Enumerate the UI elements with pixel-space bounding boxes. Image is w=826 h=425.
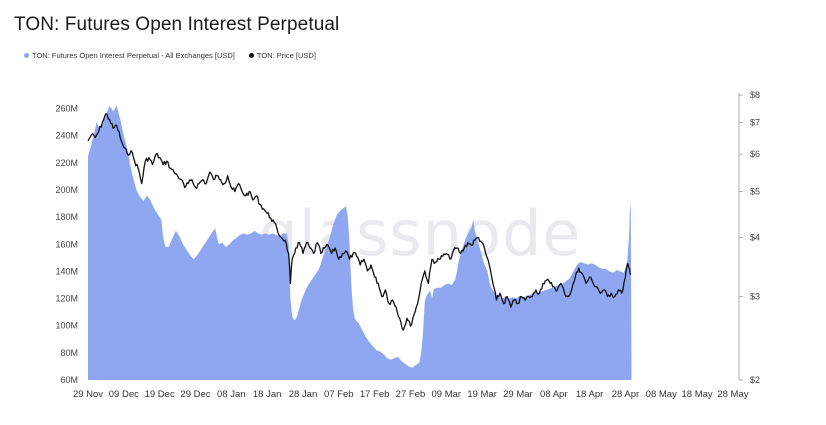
x-axis-tick-label: 18 Jan: [253, 389, 282, 400]
right-axis-tick-label: $3: [750, 292, 760, 302]
x-axis-tick-label: 28 Jan: [289, 389, 318, 400]
legend-label-open-interest: TON: Futures Open Interest Perpetual - A…: [32, 51, 235, 60]
chart-title: TON: Futures Open Interest Perpetual: [14, 14, 340, 35]
x-axis-tick-label: 29 Mar: [503, 389, 533, 400]
x-axis-tick-label: 28 Apr: [612, 389, 639, 400]
x-axis-tick-label: 09 Mar: [431, 389, 461, 400]
left-axis-tick-label: 100M: [55, 321, 78, 331]
left-axis-tick-label: 160M: [55, 239, 78, 249]
left-axis-tick-label: 140M: [55, 266, 78, 276]
open-interest-area: [88, 105, 632, 381]
right-axis: $2 $3 $4 $5 $6 $7 $8: [738, 90, 760, 385]
x-axis-tick-label: 29 Dec: [180, 389, 210, 400]
x-axis-tick-label: 09 Dec: [109, 389, 139, 400]
right-axis-tick-label: $8: [750, 90, 760, 100]
x-axis: 29 Nov 09 Dec 19 Dec 29 Dec 08 Jan 18 Jan 28 J…: [73, 389, 749, 400]
right-axis-tick-label: $7: [750, 117, 760, 127]
price-line-layer: [87, 113, 632, 331]
left-axis-tick-label: 260M: [55, 104, 78, 114]
legend-swatch-open-interest: [24, 53, 29, 58]
x-axis-tick-label: 17 Feb: [360, 389, 390, 400]
right-axis-tick-label: $5: [750, 187, 760, 197]
x-axis-tick-label: 29 Nov: [73, 389, 103, 400]
left-axis-tick-label: 180M: [55, 212, 78, 222]
x-axis-tick-label: 07 Feb: [324, 389, 354, 400]
x-axis-tick-label: 27 Feb: [396, 389, 426, 400]
price-line: [87, 113, 632, 331]
x-axis-tick-label: 18 Apr: [576, 389, 603, 400]
left-axis-tick-label: 200M: [55, 185, 78, 195]
left-axis-tick-label: 80M: [60, 348, 78, 358]
x-axis-tick-label: 19 Mar: [467, 389, 497, 400]
x-axis-tick-label: 08 Apr: [540, 389, 567, 400]
left-axis-tick-label: 240M: [55, 131, 78, 141]
legend-item-price[interactable]: TON: Price [USD]: [248, 51, 316, 60]
right-axis-tick-label: $2: [750, 375, 760, 385]
right-axis-tick-label: $4: [750, 233, 760, 243]
x-axis-tick-label: 28 May: [717, 389, 748, 400]
legend-label-price: TON: Price [USD]: [256, 51, 316, 60]
x-axis-tick-label: 19 Dec: [145, 389, 175, 400]
chart-legend: TON: Futures Open Interest Perpetual - A…: [24, 51, 316, 60]
left-axis-tick-label: 60M: [60, 375, 78, 385]
legend-swatch-price: [248, 53, 254, 58]
right-axis-tick-label: $6: [750, 149, 760, 159]
x-axis-tick-label: 08 May: [646, 389, 677, 400]
left-axis: 60M 80M 100M 120M 140M 160M 180M 200M 220M 240M 26…: [55, 104, 78, 385]
left-axis-tick-label: 220M: [55, 158, 78, 168]
left-axis-tick-label: 120M: [55, 294, 78, 304]
x-axis-tick-label: 08 Jan: [217, 389, 246, 400]
legend-item-open-interest[interactable]: TON: Futures Open Interest Perpetual - A…: [24, 51, 235, 60]
x-axis-tick-label: 18 May: [682, 389, 713, 400]
watermark: glassnode: [259, 197, 582, 270]
open-interest-area-layer: [88, 105, 632, 381]
